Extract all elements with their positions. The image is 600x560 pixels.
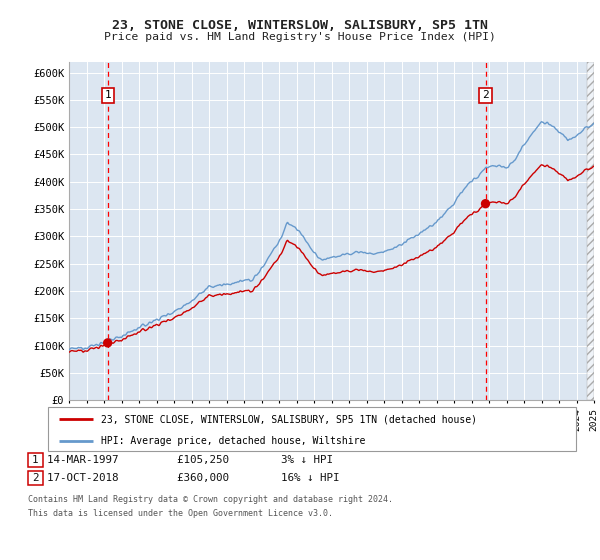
- Text: 2: 2: [32, 473, 38, 483]
- Text: Contains HM Land Registry data © Crown copyright and database right 2024.: Contains HM Land Registry data © Crown c…: [28, 496, 393, 505]
- Text: 1: 1: [32, 455, 38, 465]
- Text: 23, STONE CLOSE, WINTERSLOW, SALISBURY, SP5 1TN: 23, STONE CLOSE, WINTERSLOW, SALISBURY, …: [112, 19, 488, 32]
- FancyBboxPatch shape: [28, 453, 43, 467]
- Text: Price paid vs. HM Land Registry's House Price Index (HPI): Price paid vs. HM Land Registry's House …: [104, 32, 496, 43]
- Text: 14-MAR-1997         £105,250        3% ↓ HPI: 14-MAR-1997 £105,250 3% ↓ HPI: [47, 455, 333, 465]
- Text: This data is licensed under the Open Government Licence v3.0.: This data is licensed under the Open Gov…: [28, 508, 333, 517]
- Text: 23, STONE CLOSE, WINTERSLOW, SALISBURY, SP5 1TN (detached house): 23, STONE CLOSE, WINTERSLOW, SALISBURY, …: [101, 414, 477, 424]
- FancyBboxPatch shape: [48, 407, 576, 451]
- Text: 1: 1: [104, 91, 111, 100]
- Point: [103, 338, 112, 347]
- Point: [481, 199, 490, 208]
- Bar: [587, 62, 594, 400]
- FancyBboxPatch shape: [28, 471, 43, 485]
- Text: HPI: Average price, detached house, Wiltshire: HPI: Average price, detached house, Wilt…: [101, 436, 365, 446]
- Text: 17-OCT-2018         £360,000        16% ↓ HPI: 17-OCT-2018 £360,000 16% ↓ HPI: [47, 473, 340, 483]
- Bar: [587, 62, 594, 400]
- Text: 2: 2: [482, 91, 489, 100]
